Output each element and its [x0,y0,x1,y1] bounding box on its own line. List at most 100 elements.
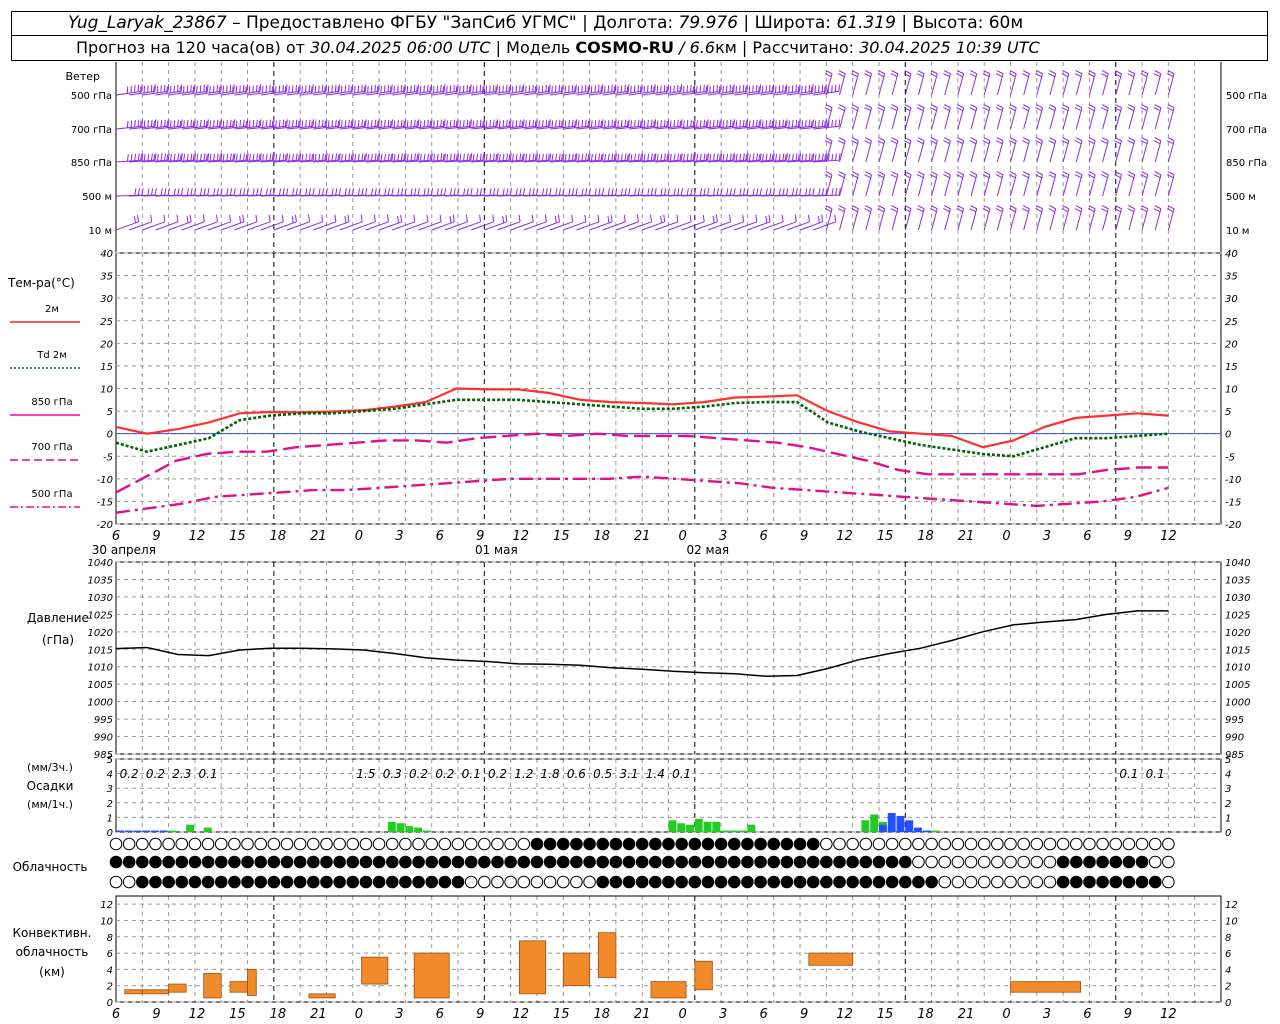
wind-barb-tick [637,188,640,196]
wind-barb-tick [140,154,143,162]
wind-barb-tick [1048,208,1056,213]
wind-barb-shaft [365,125,392,130]
temp-legend-item: 500 гПа [10,489,80,508]
wind-barb [471,153,499,163]
wind-barb [602,84,630,96]
precip-3h-label: 0.2 [409,767,428,781]
wind-barb-tick [511,120,514,128]
wind-barb-shaft [957,208,965,231]
wind-barb-shaft [221,221,244,231]
station-name: Yug_Laryak_23867 [68,13,227,33]
wind-barb-tick [878,137,885,142]
wind-barb-shaft [602,90,629,96]
conv-tick-left: 10 [100,916,113,927]
wind-barb-shaft [825,174,833,197]
wind-barb-tick [746,119,749,127]
wind-barb-tick [864,73,871,78]
hour-tick-label-bottom: 15 [229,1007,246,1022]
wind-barb [405,119,433,130]
wind-barb-shaft [931,73,938,96]
wind-barb-shaft [378,221,402,231]
wind-barb-tick [654,119,657,127]
wind-barb-tick [284,154,287,162]
wind-barb-shaft [970,140,978,163]
wind-barb-tick [452,214,455,222]
wind-barb-tick [956,174,964,179]
wind-barb-tick [479,153,482,161]
wind-barb-shaft [917,208,925,231]
wind-barb-tick [865,171,872,176]
hour-tick-label: 3 [395,529,403,544]
wind-barb [128,214,153,231]
press-tick-right: 1000 [1225,698,1250,709]
conv-tick-left: 8 [107,933,113,944]
wind-barb-shaft [431,90,458,96]
wind-barb-tick [1088,205,1096,210]
hour-tick-label: 15 [229,529,246,544]
wind-barb [1035,70,1044,96]
pressure-line [115,610,1169,677]
precip-3h-label: 0.1 [672,767,691,781]
wind-barb-tick [440,119,442,127]
wind-barb-shaft [260,159,287,163]
wind-barb [536,153,565,163]
wind-barb-tick [983,70,991,75]
wind-barb-shaft [365,90,392,96]
hour-tick-label-bottom: 6 [112,1007,120,1022]
wind-barb-shaft [983,140,991,163]
wind-barb [234,214,258,231]
wind-barb-tick [630,120,633,128]
wind-barb-tick [133,215,136,224]
precip-bar [738,830,747,832]
wind-barb-tick [916,107,924,112]
wind-barb-tick [498,153,501,162]
wind-barb-tick [957,171,964,176]
cloud-cover-icon [675,875,688,889]
wind-barb [115,188,144,197]
wind-barb-tick [413,214,416,222]
wind-barb-tick [259,188,263,196]
wind-barb-tick [877,140,885,145]
wind-barb [694,119,722,130]
precip-bar [861,820,870,832]
wind-barb [234,188,263,197]
temp-tick-right: -10 [1225,475,1241,486]
wind-barb-shaft [602,221,626,231]
hour-tick-label: 18 [917,529,934,544]
cloud-cover-icon [1096,875,1109,889]
wind-barb-tick [739,153,742,161]
wind-barb [721,153,749,163]
cloud-cover-icon [1096,855,1109,869]
wind-barb-tick [410,188,413,196]
wind-barb-tick [890,140,898,145]
wind-barb-tick [769,119,771,127]
hour-tick-label-bottom: 6 [1083,1007,1091,1022]
wind-barb [864,70,872,96]
wind-barb-tick [400,188,404,196]
wind-barb-tick [436,120,439,128]
wind-barb-shaft [273,90,300,96]
wind-barb [1035,171,1044,197]
wind-barb-tick [272,119,275,127]
wind-barb-tick [246,119,249,127]
wind-barb-shaft [1115,208,1122,231]
wind-barb [471,84,498,96]
wind-barb-tick [295,188,298,196]
wind-barb-tick [262,120,264,128]
wind-barb-tick [386,214,389,222]
wind-barb [181,153,210,163]
wind-barb-tick [943,174,950,179]
wind-barb-tick [506,188,509,196]
hour-tick-label-bottom: 21 [634,1007,651,1022]
cloud-cover-icon [964,837,978,851]
wind-barb-tick [457,153,460,161]
temp-tick-left: 30 [100,294,113,305]
wind-barb-shaft [326,159,353,163]
wind-barb-tick [837,73,845,78]
cloud-cover-icon [1135,855,1149,869]
wind-barb [943,104,951,130]
wind-barb [181,84,209,96]
wind-barb-shaft [181,159,208,163]
wind-barb-tick [851,104,859,109]
wind-barb-tick [305,188,308,196]
